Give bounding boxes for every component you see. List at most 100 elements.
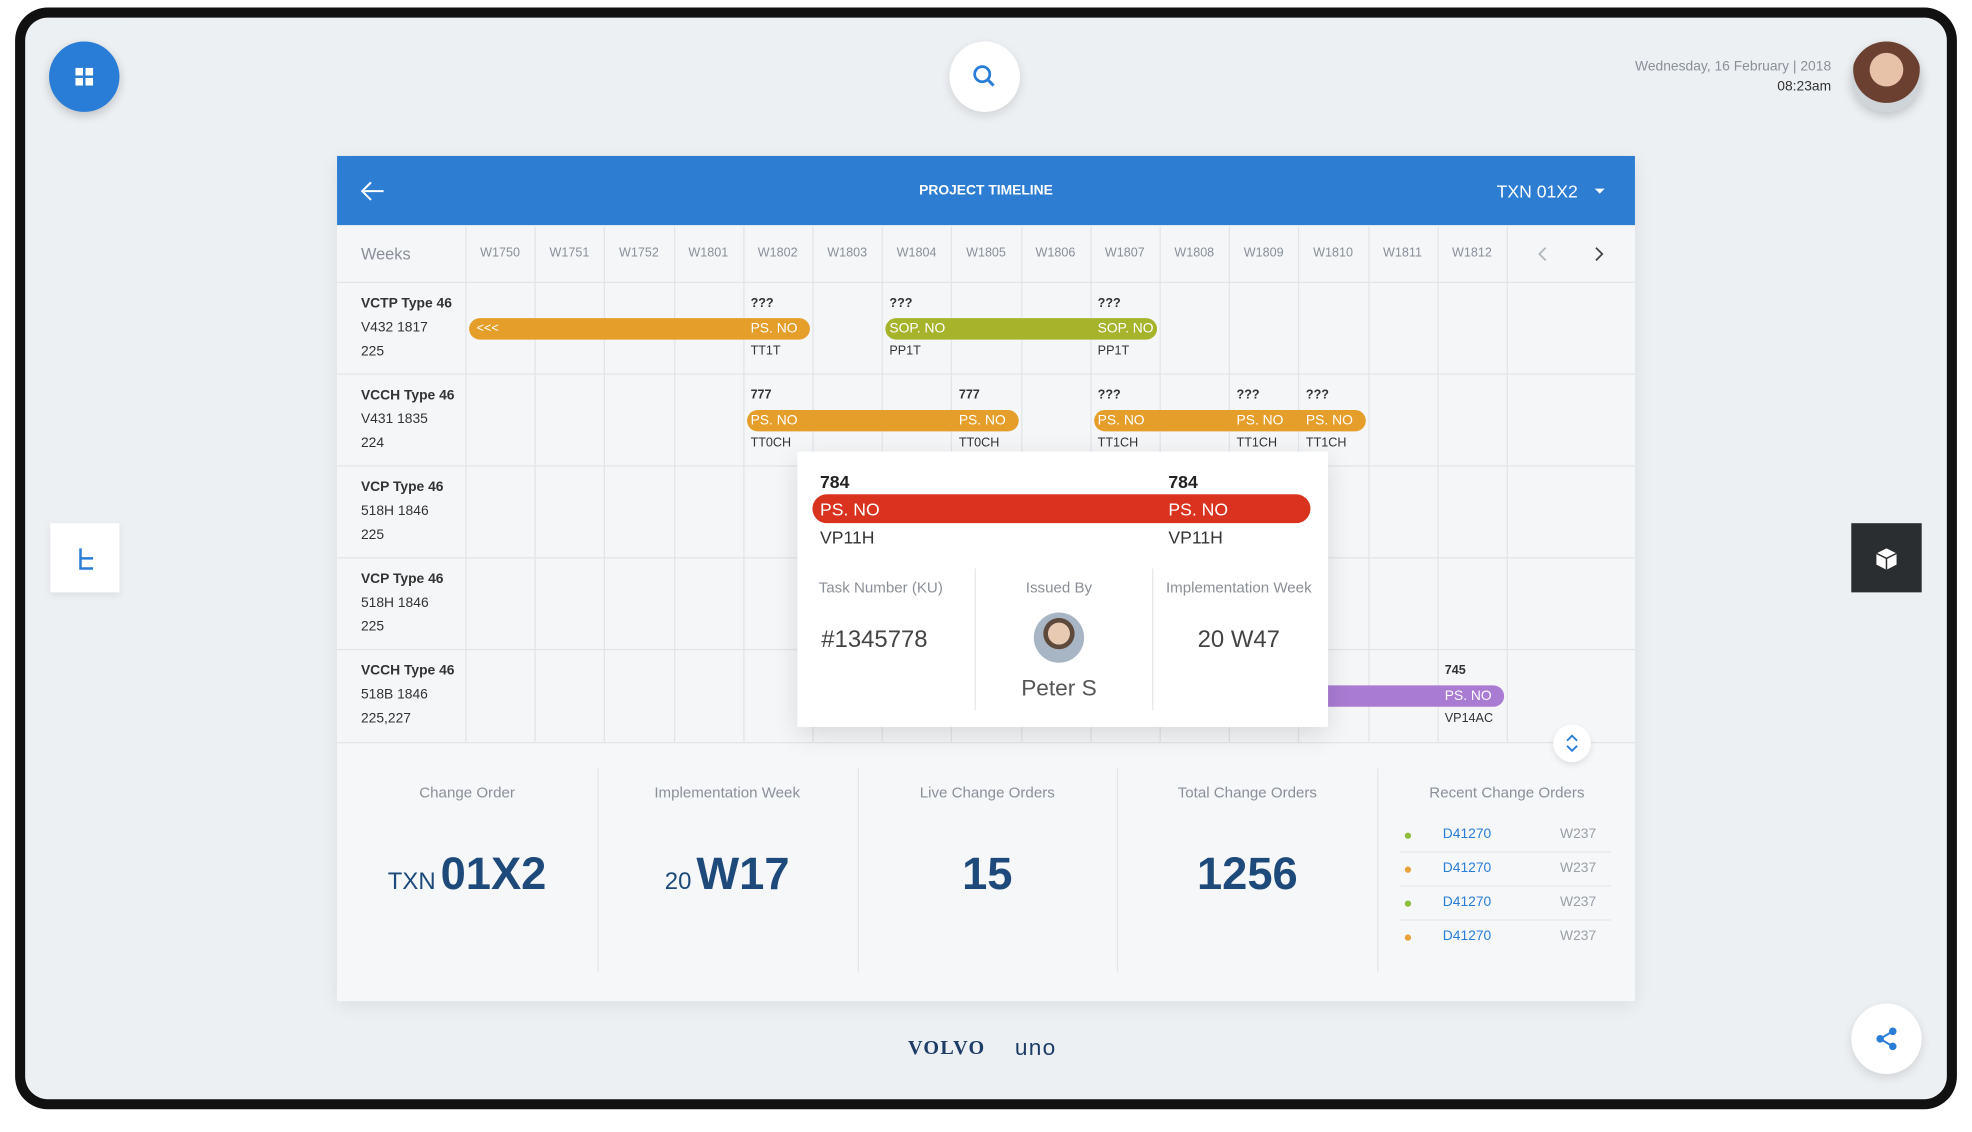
recent-label: Recent Change Orders	[1429, 783, 1585, 802]
segment-label: PS. NO	[750, 412, 798, 428]
segment-label: PS. NO	[1305, 412, 1353, 428]
segment-bottom: VP14AC	[1444, 711, 1494, 726]
week-label: W1801	[688, 246, 729, 261]
expand-toggle[interactable]	[1553, 724, 1591, 763]
timeline-bar	[1093, 409, 1366, 432]
popup-segment-top: 784	[819, 471, 850, 492]
week-label: W1807	[1104, 246, 1145, 261]
stat-prefix: 20	[664, 869, 692, 896]
week-divider	[534, 226, 536, 743]
search-button[interactable]	[949, 41, 1020, 112]
issued-label: Issued By	[1025, 578, 1093, 597]
share-button[interactable]	[1851, 1003, 1922, 1075]
stat-value-group: 1256	[1197, 851, 1298, 896]
popup-segment-label: PS. NO	[1168, 499, 1229, 520]
stat-label: Live Change Orders	[919, 783, 1055, 802]
status-dot	[1405, 899, 1412, 907]
segment-label: PS. NO	[1444, 687, 1492, 704]
week-label: W1806	[1035, 246, 1076, 261]
next-weeks[interactable]	[1591, 245, 1606, 263]
week-divider	[743, 226, 745, 743]
segment-top: ???	[889, 296, 913, 311]
stat-value-group: 15	[962, 851, 1012, 896]
menu-button[interactable]	[49, 41, 120, 112]
stats-area: Change Order TXN 01X2 Implementation Week 20…	[337, 742, 1635, 1002]
search-icon	[973, 65, 995, 87]
dropdown-caret	[1594, 188, 1605, 194]
date: Wednesday, 16 February | 2018	[1635, 59, 1832, 75]
week-label: W1802	[757, 246, 798, 261]
stat-value: 01X2	[440, 847, 547, 900]
stat-label: Total Change Orders	[1177, 783, 1317, 802]
segment-top: 745	[1444, 664, 1466, 678]
week-value: 20 W47	[1197, 626, 1280, 654]
popup-divider	[974, 568, 976, 711]
week-label: W1805	[966, 246, 1006, 261]
tree-icon	[79, 548, 94, 570]
week-label: W1808	[1174, 246, 1215, 261]
row-label: 224	[360, 435, 385, 451]
timeline-bar	[746, 409, 1019, 432]
label-divider	[465, 226, 467, 743]
task-value: #1345778	[821, 626, 928, 654]
stat-value: 15	[962, 847, 1013, 900]
segment-top: ???	[1236, 388, 1260, 403]
prev-weeks[interactable]	[1536, 245, 1551, 263]
segment-bottom: TT1CH	[1236, 436, 1278, 451]
segment-label: PS. NO	[750, 320, 798, 336]
row-label: 518H 1846	[360, 595, 429, 611]
popup-bar	[812, 494, 1311, 524]
row-label: V432 1817	[360, 320, 428, 336]
header-divider	[337, 281, 1635, 283]
recent-id: D41270	[1442, 928, 1492, 944]
stat-label: Implementation Week	[654, 783, 801, 802]
row-label: VCCH Type 46	[360, 663, 455, 679]
back-arrow[interactable]	[360, 179, 388, 204]
timeline-bar	[885, 318, 1158, 340]
week-divider	[1506, 226, 1508, 743]
row-label: VCTP Type 46	[360, 296, 452, 312]
segment-bottom: TT0CH	[750, 436, 792, 451]
timeline-bar	[469, 318, 810, 340]
week-label: Implementation Week	[1165, 578, 1312, 597]
segment-label: SOP. NO	[889, 320, 946, 336]
row-label: 225	[360, 527, 385, 543]
issuer-avatar	[1033, 612, 1085, 663]
stat-value-group: 20 W17	[665, 851, 790, 896]
user-avatar[interactable]	[1851, 41, 1922, 112]
row-label: 225	[360, 343, 385, 360]
menu-icon	[75, 67, 94, 86]
segment-bottom: TT0CH	[958, 436, 1000, 451]
weeks-label: Weeks	[360, 244, 411, 264]
segment-top: 777	[958, 388, 980, 403]
segment-label: PS. NO	[1097, 412, 1145, 428]
stat-divider	[1377, 768, 1379, 973]
status-dot	[1405, 865, 1412, 873]
popup-segment-bottom: VP11H	[1168, 526, 1223, 548]
time: 08:23am	[1777, 79, 1832, 95]
week-label: W1751	[549, 246, 590, 261]
row-label: V431 1835	[360, 411, 428, 427]
stat-value: 1256	[1196, 847, 1298, 900]
week-label: W1803	[827, 246, 868, 261]
recent-week: W237	[1560, 860, 1597, 876]
stat-prefix: TXN	[387, 869, 436, 896]
recent-id: D41270	[1442, 894, 1492, 910]
week-divider	[1367, 226, 1370, 743]
segment-label: PS. NO	[958, 412, 1006, 428]
row-label: 518H 1846	[360, 503, 429, 519]
cube-button[interactable]	[1851, 523, 1922, 593]
segment-label: PS. NO	[1236, 412, 1284, 428]
recent-divider	[1400, 851, 1612, 853]
cube-icon	[1876, 548, 1897, 570]
project-selector[interactable]: TXN 01X2	[1496, 181, 1578, 202]
stat-value-group: TXN 01X2	[388, 851, 547, 896]
segment-top: ???	[1305, 388, 1329, 403]
task-label: Task Number (KU)	[818, 578, 943, 597]
segment-top: ???	[1097, 388, 1121, 403]
tree-button[interactable]	[50, 523, 120, 593]
row-divider	[337, 373, 1635, 375]
bar-lead: <<<	[476, 321, 499, 336]
